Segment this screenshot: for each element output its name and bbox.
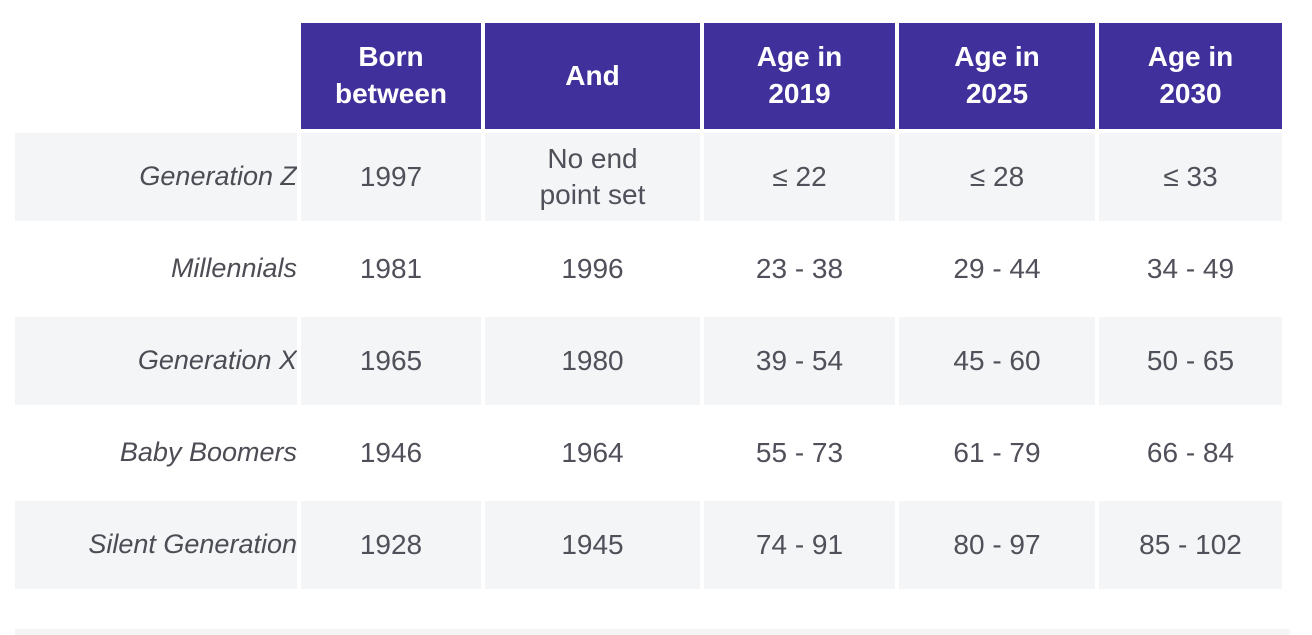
cropped-next-row-sliver	[15, 629, 1290, 635]
cell-age-2030: 85 - 102	[1099, 501, 1282, 589]
table-row-silent-generation: Silent Generation 1928 1945 74 - 91 80 -…	[15, 501, 1282, 589]
cell-age-2019: 39 - 54	[704, 317, 895, 405]
table-row-generation-z: Generation Z 1997 No end point set ≤ 22 …	[15, 133, 1282, 221]
cell-and: 1964	[485, 409, 700, 497]
table-row-baby-boomers: Baby Boomers 1946 1964 55 - 73 61 - 79 6…	[15, 409, 1282, 497]
row-label: Millennials	[15, 225, 297, 313]
cell-born: 1946	[301, 409, 481, 497]
cell-and: 1945	[485, 501, 700, 589]
row-label: Generation Z	[15, 133, 297, 221]
cell-age-2025: 45 - 60	[899, 317, 1095, 405]
column-header-age-2025: Age in 2025	[899, 23, 1095, 129]
cell-age-2019: ≤ 22	[704, 133, 895, 221]
cell-born: 1928	[301, 501, 481, 589]
generations-table: Born between And Age in 2019 Age in 2025…	[11, 19, 1286, 593]
column-header-and: And	[485, 23, 700, 129]
header-row: Born between And Age in 2019 Age in 2025…	[15, 23, 1282, 129]
cell-age-2025: 29 - 44	[899, 225, 1095, 313]
cell-age-2019: 55 - 73	[704, 409, 895, 497]
cell-age-2030: 34 - 49	[1099, 225, 1282, 313]
cell-age-2030: 50 - 65	[1099, 317, 1282, 405]
cell-born: 1965	[301, 317, 481, 405]
table-row-generation-x: Generation X 1965 1980 39 - 54 45 - 60 5…	[15, 317, 1282, 405]
cell-age-2025: ≤ 28	[899, 133, 1095, 221]
cell-age-2030: 66 - 84	[1099, 409, 1282, 497]
cell-and: 1980	[485, 317, 700, 405]
row-label: Silent Generation	[15, 501, 297, 589]
cell-age-2025: 80 - 97	[899, 501, 1095, 589]
cell-born: 1981	[301, 225, 481, 313]
cell-and: No end point set	[485, 133, 700, 221]
cell-born: 1997	[301, 133, 481, 221]
row-label: Generation X	[15, 317, 297, 405]
corner-cell	[15, 23, 297, 129]
table-row-millennials: Millennials 1981 1996 23 - 38 29 - 44 34…	[15, 225, 1282, 313]
column-header-born-between: Born between	[301, 23, 481, 129]
cell-age-2025: 61 - 79	[899, 409, 1095, 497]
column-header-age-2030: Age in 2030	[1099, 23, 1282, 129]
cell-age-2019: 23 - 38	[704, 225, 895, 313]
cell-age-2030: ≤ 33	[1099, 133, 1282, 221]
cell-age-2019: 74 - 91	[704, 501, 895, 589]
column-header-age-2019: Age in 2019	[704, 23, 895, 129]
cell-and: 1996	[485, 225, 700, 313]
row-label: Baby Boomers	[15, 409, 297, 497]
